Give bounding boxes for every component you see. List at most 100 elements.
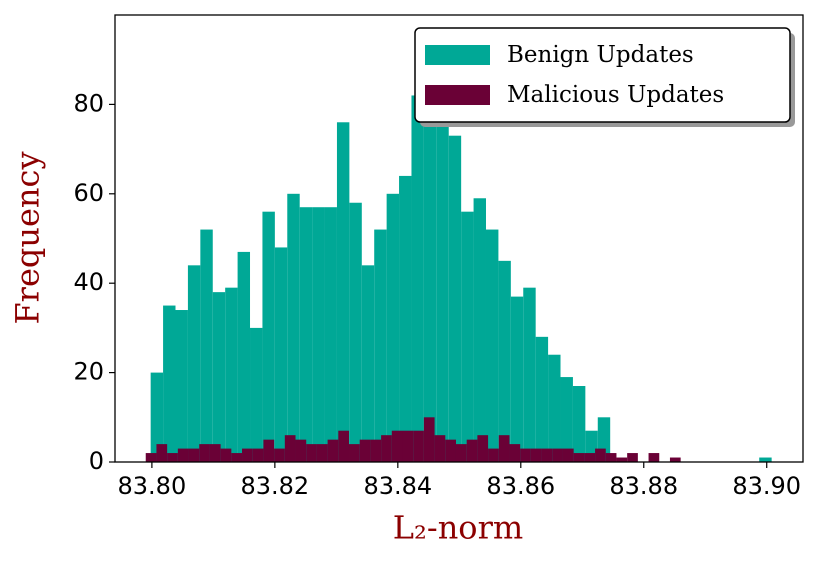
histogram-bar	[485, 229, 499, 462]
histogram-bar	[212, 292, 226, 462]
histogram-bar	[175, 310, 188, 462]
x-axis-title: L₂-norm	[393, 509, 523, 547]
histogram-bar	[413, 430, 424, 462]
histogram-bar	[327, 439, 339, 462]
histogram-bar	[316, 444, 328, 462]
histogram-bar	[584, 453, 596, 462]
histogram-bar	[473, 198, 486, 462]
histogram-bar	[477, 435, 489, 462]
histogram-bar	[252, 448, 264, 462]
histogram-bar	[349, 444, 360, 462]
plot-frame	[114, 14, 804, 463]
histogram-bar	[167, 453, 178, 462]
histogram-bar	[150, 372, 164, 462]
histogram-bar	[242, 448, 253, 462]
bars	[145, 95, 772, 462]
histogram-bar	[359, 439, 371, 462]
legend-label: Malicious Updates	[507, 82, 724, 108]
histogram-bar	[530, 448, 542, 462]
x-tick-label: 83.84	[363, 472, 432, 500]
histogram-bar	[498, 435, 510, 462]
histogram-bar	[434, 435, 446, 462]
histogram-bar	[306, 444, 317, 462]
histogram-bar	[605, 453, 617, 462]
histogram-bar	[616, 457, 628, 462]
histogram-bar	[572, 386, 586, 462]
histogram-bar	[560, 377, 573, 462]
histogram-bar	[648, 453, 660, 462]
histogram-bar	[423, 104, 437, 462]
histogram-bar	[370, 439, 382, 462]
y-tick-label: 20	[73, 358, 104, 386]
x-tick-label: 83.80	[118, 472, 187, 500]
histogram-bar	[250, 327, 263, 462]
histogram-bar	[338, 430, 350, 462]
histogram-bar	[156, 444, 168, 462]
histogram-bar	[386, 193, 400, 462]
histogram-bar	[498, 260, 511, 462]
histogram-bar	[402, 430, 414, 462]
histogram-bar	[399, 175, 412, 462]
histogram-bar	[669, 457, 681, 462]
y-tick-label: 60	[73, 179, 104, 207]
histogram-bar	[163, 305, 176, 462]
histogram-bar	[423, 417, 435, 462]
y-tick-label: 80	[73, 89, 104, 117]
histogram-bar	[361, 265, 375, 462]
histogram-bar	[541, 448, 553, 462]
histogram-bar	[461, 211, 474, 462]
histogram-bar	[523, 287, 536, 462]
histogram-bar	[177, 448, 189, 462]
y-tick-label: 40	[73, 268, 104, 296]
histogram-bar	[324, 207, 337, 462]
legend-swatch	[425, 85, 490, 105]
histogram-bar	[312, 207, 325, 462]
histogram-bar	[262, 211, 275, 462]
histogram-bar	[209, 444, 221, 462]
x-tick-label: 83.88	[609, 472, 678, 500]
histogram-bar	[263, 439, 275, 462]
y-tick-label: 0	[89, 447, 104, 475]
x-tick-label: 83.86	[486, 472, 555, 500]
histogram-bar	[381, 435, 392, 462]
histogram-bar	[535, 336, 549, 462]
legend-box	[414, 27, 791, 123]
histogram-bar	[287, 193, 300, 462]
histogram-bar	[284, 435, 296, 462]
histogram-bar	[573, 453, 585, 462]
histogram-bar	[411, 95, 424, 462]
histogram-bar	[237, 251, 251, 462]
histogram-bar	[455, 444, 467, 462]
histogram-bar	[448, 135, 462, 462]
histogram-bar	[510, 296, 524, 462]
histogram-bar	[466, 439, 478, 462]
histogram-bar	[188, 448, 200, 462]
y-axis-title: Frequency	[9, 151, 47, 324]
histogram-bar	[187, 265, 201, 462]
x-tick-label: 83.82	[240, 472, 309, 500]
legend-swatch	[425, 45, 490, 65]
histogram-bar	[562, 448, 574, 462]
histogram-bar	[295, 439, 307, 462]
histogram-bar	[488, 448, 499, 462]
histogram-bar	[552, 448, 563, 462]
histogram-bar	[231, 453, 243, 462]
histogram-bar	[225, 287, 238, 462]
histogram-bar	[627, 453, 638, 462]
histogram-bar	[145, 453, 157, 462]
histogram-bar	[759, 457, 772, 462]
histogram-bar	[391, 430, 403, 462]
histogram-bar	[220, 448, 232, 462]
histogram-bar	[520, 448, 531, 462]
histogram-bar	[336, 122, 350, 462]
histogram-bar	[274, 448, 285, 462]
histogram-bar	[200, 229, 213, 462]
legend-label: Benign Updates	[507, 42, 694, 68]
histogram-bar	[548, 354, 561, 462]
histogram-bar	[595, 448, 606, 462]
histogram-bar	[199, 444, 210, 462]
histogram-bar	[436, 113, 449, 462]
histogram-bar	[299, 207, 313, 462]
histogram-bar	[274, 247, 288, 462]
